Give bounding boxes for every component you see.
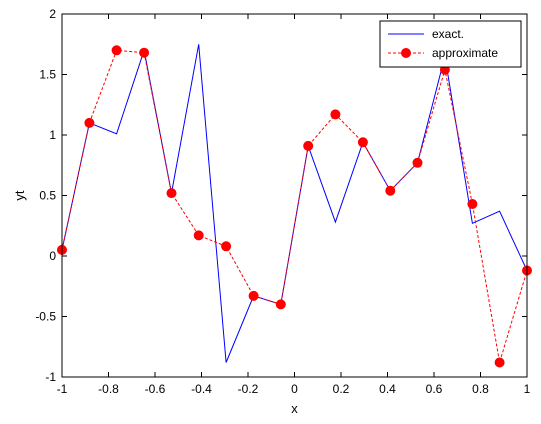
axes-layer: -1 -0.8 -0.6 -0.4 -0.2 0 0.2 0.4 0.6 0.8 1 -1 -0.5 0 0…: [35, 7, 530, 396]
data-point: [494, 357, 505, 368]
x-tick-label: 0.6: [426, 382, 443, 396]
x-tick-label: 0.2: [333, 382, 350, 396]
x-tick-label: 0.4: [379, 382, 396, 396]
x-tick-label: 0.8: [472, 382, 489, 396]
legend-box: [379, 20, 522, 68]
data-point: [166, 188, 177, 199]
data-point: [412, 157, 423, 168]
data-point: [330, 109, 341, 120]
data-point: [193, 230, 204, 241]
y-tick-label: 2: [49, 7, 56, 21]
x-tick-label: -0.4: [191, 382, 212, 396]
data-point: [275, 299, 286, 310]
x-tick-label: -0.2: [238, 382, 259, 396]
data-point: [84, 117, 95, 128]
x-tick-label: -0.8: [98, 382, 119, 396]
legend-marker-2: [401, 48, 411, 58]
series-layer: [57, 44, 532, 368]
x-tick-label: 1: [524, 382, 531, 396]
y-tick-label: -0.5: [35, 310, 56, 324]
data-point: [357, 137, 368, 148]
data-point: [248, 290, 259, 301]
data-point: [385, 185, 396, 196]
y-axis-label: yt: [12, 190, 27, 201]
plot-area: [62, 14, 527, 377]
x-tick-label: -1: [57, 382, 68, 396]
y-tick-label: -1: [45, 370, 56, 384]
y-tick-label: 1.5: [39, 68, 56, 82]
x-tick-label: 0: [291, 382, 298, 396]
legend-label-1: exact.: [432, 27, 464, 41]
data-point: [111, 45, 122, 56]
series-line-1: [61, 44, 528, 363]
legend: exact. approximate: [379, 20, 522, 68]
x-axis-label: x: [291, 401, 298, 416]
data-point: [303, 140, 314, 151]
y-tick-label: 0: [49, 249, 56, 263]
data-point: [221, 241, 232, 252]
plot-background: [62, 14, 527, 377]
x-tick-label: -0.6: [145, 382, 166, 396]
y-tick-label: 0.5: [39, 189, 56, 203]
data-point: [139, 47, 150, 58]
data-point: [467, 199, 478, 209]
y-tick-label: 1: [49, 128, 56, 142]
legend-label-2: approximate: [432, 46, 498, 60]
